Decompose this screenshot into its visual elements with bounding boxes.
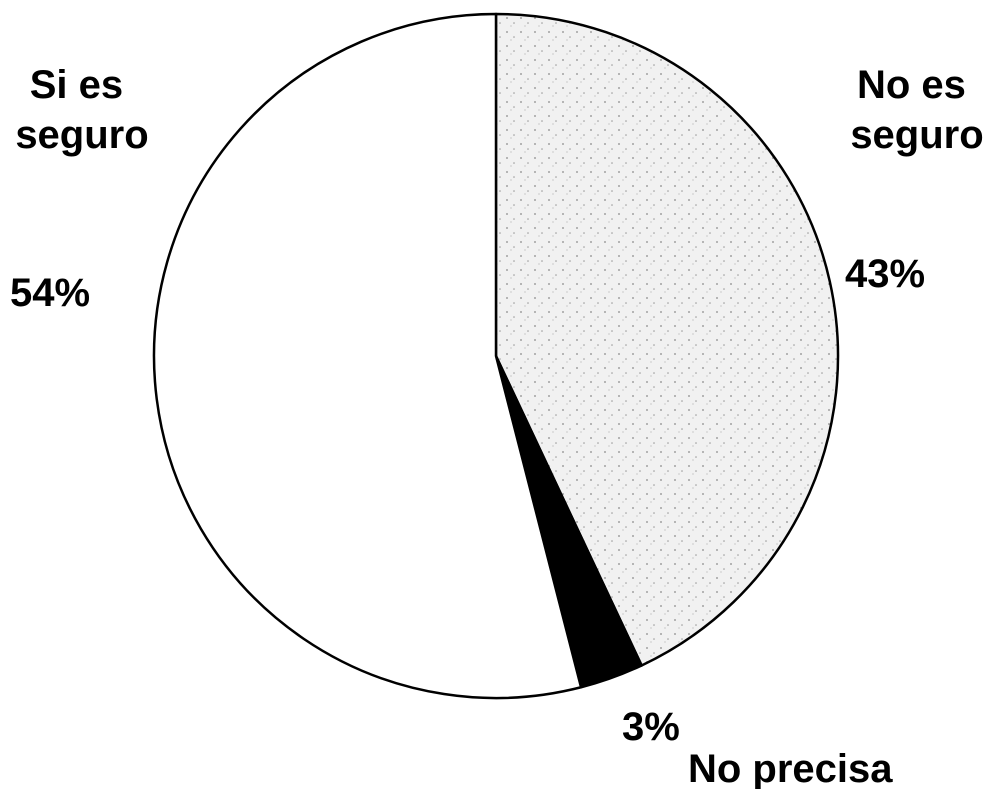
slice-value-si-es-seguro: 54% bbox=[10, 271, 90, 315]
pie-slices bbox=[152, 12, 840, 700]
slice-label-si-es-seguro: Si es seguro bbox=[15, 63, 148, 157]
slice-label-no-precisa: No precisa bbox=[688, 747, 893, 789]
slice-label-si-es-seguro-line-2: seguro bbox=[15, 113, 148, 157]
slice-label-no-es-seguro: No es seguro bbox=[850, 63, 983, 157]
pie-slice-no-es-seguro bbox=[494, 12, 840, 667]
slice-value-no-es-seguro: 43% bbox=[845, 252, 925, 296]
slice-label-si-es-seguro-line-1: Si es bbox=[30, 63, 123, 107]
slice-label-no-es-seguro-line-1: No es bbox=[857, 63, 966, 107]
slice-value-no-precisa: 3% bbox=[622, 705, 680, 749]
slice-label-no-es-seguro-line-2: seguro bbox=[850, 113, 983, 157]
pie-slice-si-es-seguro bbox=[152, 12, 583, 700]
